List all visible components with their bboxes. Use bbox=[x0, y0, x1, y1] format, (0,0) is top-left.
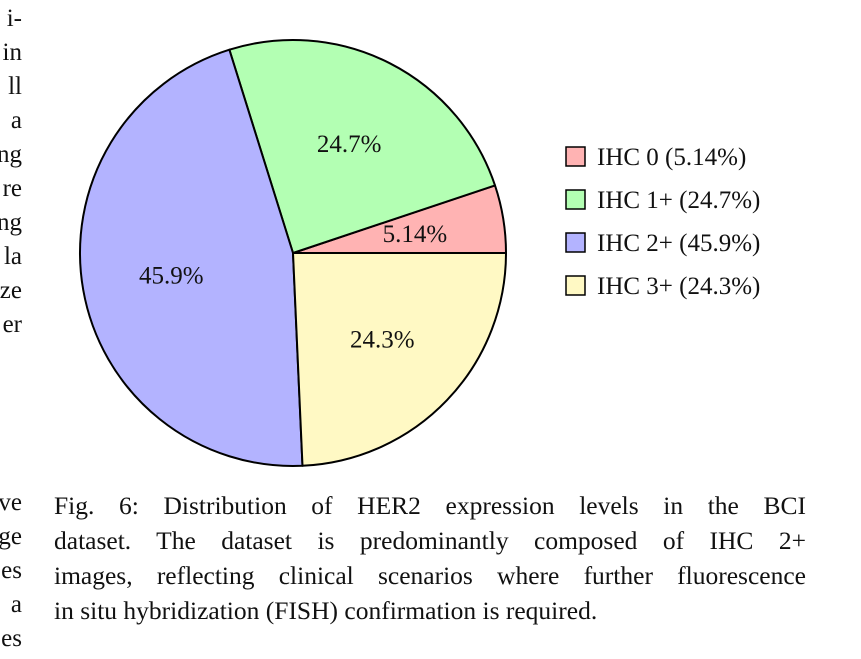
legend-label: IHC 1+ (24.7%) bbox=[597, 187, 760, 214]
column-fragment: la bbox=[3, 243, 22, 270]
slice-data-label: 5.14% bbox=[383, 221, 448, 248]
caption-line: images, reflecting clinical scenarios wh… bbox=[54, 561, 806, 590]
slice-data-label: 45.9% bbox=[139, 262, 204, 289]
column-fragment: ng bbox=[0, 209, 22, 236]
legend: IHC 0 (5.14%) IHC 1+ (24.7%) IHC 2+ (45.9%… bbox=[565, 144, 760, 300]
column-fragment: es bbox=[1, 557, 22, 584]
column-fragment: a bbox=[10, 591, 22, 618]
column-fragment: i- bbox=[6, 5, 22, 32]
legend-swatch bbox=[565, 189, 586, 210]
legend-swatch bbox=[565, 146, 586, 167]
pie-chart: 5.14% 24.7% 45.9% 24.3% IHC 0 (5.14%) IHC 1+… bbox=[79, 39, 760, 467]
legend-label: IHC 3+ (24.3%) bbox=[597, 273, 760, 300]
slice-data-label: 24.7% bbox=[317, 131, 382, 158]
pie-slice bbox=[292, 252, 507, 467]
legend-label: IHC 0 (5.14%) bbox=[597, 144, 746, 171]
pie-slice bbox=[228, 39, 496, 254]
legend-label: IHC 2+ (45.9%) bbox=[597, 230, 760, 257]
adjacent-column-text: i-in ll a ng re ng la ze er ve ge es a es bbox=[0, 0, 30, 659]
column-fragment: ge bbox=[0, 523, 22, 550]
slice-data-label: 24.3% bbox=[350, 326, 415, 353]
column-fragment: in bbox=[2, 39, 22, 66]
figure-caption: Fig. 6: Distribution of HER2 expression … bbox=[54, 488, 806, 628]
column-fragment: ng bbox=[0, 141, 22, 168]
column-fragment: er bbox=[2, 311, 22, 338]
column-fragment: ll bbox=[8, 73, 22, 100]
pie-slice bbox=[79, 48, 304, 467]
column-fragment: ze bbox=[0, 277, 22, 304]
column-fragment: re bbox=[2, 175, 22, 202]
column-fragment: es bbox=[1, 625, 22, 652]
caption-line: dataset. The dataset is predominantly co… bbox=[54, 526, 806, 555]
legend-swatch bbox=[565, 275, 586, 296]
column-fragment: ve bbox=[0, 489, 22, 516]
caption-line: in situ hybridization (FISH) confirmatio… bbox=[54, 596, 598, 625]
caption-line: Fig. 6: Distribution of HER2 expression … bbox=[54, 491, 806, 520]
column-fragment: a bbox=[10, 107, 22, 134]
legend-swatch bbox=[565, 232, 586, 253]
